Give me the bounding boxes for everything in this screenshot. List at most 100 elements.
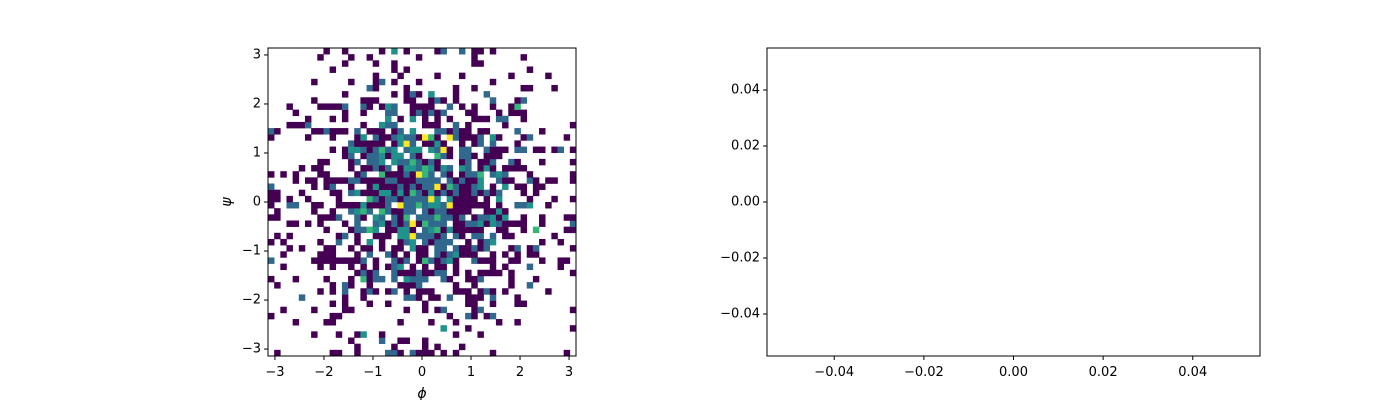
- heatmap-cell: [446, 171, 454, 178]
- histogram-x-tick-label: 0: [418, 365, 426, 380]
- heatmap-cell: [335, 232, 343, 240]
- heatmap-cell: [366, 158, 374, 166]
- heatmap-cell: [378, 195, 386, 203]
- heatmap-cell: [409, 245, 417, 252]
- heatmap-cell: [372, 128, 380, 135]
- heatmap-cell: [428, 269, 435, 277]
- heatmap-cell: [403, 66, 410, 73]
- heatmap-cell: [520, 214, 528, 221]
- heatmap-cell: [458, 195, 466, 203]
- heatmap-cell: [372, 72, 380, 80]
- heatmap-cell: [483, 312, 491, 320]
- heatmap-cell: [446, 275, 454, 283]
- heatmap-cell: [520, 115, 528, 123]
- heatmap-cell: [446, 214, 454, 221]
- heatmap-cell: [465, 171, 472, 178]
- heatmap-cell: [489, 214, 497, 221]
- heatmap-cell: [532, 275, 540, 283]
- heatmap-cell: [446, 312, 454, 320]
- histogram-y-tick-label: −1: [242, 244, 261, 259]
- heatmap-cell: [360, 97, 367, 104]
- heatmap-cell: [348, 275, 355, 283]
- heatmap-cell: [409, 202, 417, 209]
- heatmap-cell: [483, 146, 491, 154]
- empty-plot-y-tick-label: 0.02: [731, 139, 760, 154]
- heatmap-cell: [397, 189, 404, 197]
- histogram-x-tick-label: 3: [565, 365, 573, 380]
- heatmap-cell: [471, 189, 478, 197]
- heatmap-cell: [311, 331, 318, 338]
- heatmap-cell: [391, 288, 398, 295]
- heatmap-cell: [415, 275, 423, 283]
- heatmap-cell: [465, 177, 472, 184]
- heatmap-cell: [372, 257, 380, 264]
- heatmap-cell: [403, 91, 410, 98]
- heatmap-cell: [341, 282, 349, 289]
- heatmap-cell: [526, 66, 534, 73]
- heatmap-cell: [317, 171, 324, 178]
- heatmap-cell: [372, 134, 380, 141]
- heatmap-cell: [422, 257, 429, 264]
- heatmap-cell: [268, 189, 275, 197]
- heatmap-cell: [403, 208, 410, 215]
- heatmap-cell: [311, 97, 318, 104]
- heatmap-cell: [329, 128, 337, 135]
- heatmap-cell: [539, 158, 546, 166]
- heatmap-cell: [409, 275, 417, 283]
- heatmap-cell: [434, 214, 441, 221]
- heatmap-cell: [446, 115, 454, 123]
- histogram-x-tick-label: 1: [467, 365, 475, 380]
- heatmap-cell: [378, 238, 386, 246]
- heatmap-cell: [391, 128, 398, 135]
- heatmap-cell: [385, 232, 392, 240]
- heatmap-cell: [440, 146, 447, 154]
- empty-plot-x-tick-label: 0.04: [1178, 365, 1207, 380]
- heatmap-cell: [397, 263, 404, 271]
- heatmap-cell: [428, 121, 435, 129]
- heatmap-cell: [415, 54, 423, 61]
- heatmap-cell: [477, 331, 484, 338]
- heatmap-cell: [317, 238, 324, 246]
- empty-plot-x-ticks: −0.04 −0.02 0.00 0.02 0.04: [814, 356, 1207, 380]
- heatmap-cell: [483, 208, 491, 215]
- heatmap-cell: [348, 189, 355, 197]
- heatmap-cell: [452, 288, 460, 295]
- heatmap-cell: [440, 257, 447, 264]
- heatmap-cell: [385, 171, 392, 178]
- heatmap-cell: [434, 208, 441, 215]
- heatmap-cell: [422, 134, 429, 141]
- heatmap-cell: [409, 349, 417, 357]
- histogram-y-tick-label: 1: [253, 145, 261, 160]
- heatmap-cell: [557, 263, 564, 271]
- heatmap-cell: [403, 232, 410, 240]
- heatmap-cell: [385, 165, 392, 172]
- heatmap-cell: [477, 306, 484, 314]
- heatmap-cell: [471, 202, 478, 209]
- heatmap-cell: [489, 140, 497, 147]
- heatmap-cell: [366, 103, 374, 110]
- heatmap-cell: [341, 257, 349, 264]
- heatmap-cell: [514, 146, 521, 154]
- heatmap-cell: [452, 134, 460, 141]
- heatmap-cell: [341, 109, 349, 117]
- heatmap-cell: [495, 134, 503, 141]
- heatmap-cell: [458, 140, 466, 147]
- heatmap-cell: [502, 177, 509, 184]
- heatmap-cell: [495, 208, 503, 215]
- heatmap-cell: [428, 220, 435, 227]
- heatmap-cell: [366, 189, 374, 197]
- heatmap-cell: [366, 245, 374, 252]
- heatmap-cell: [415, 146, 423, 154]
- heatmap-cell: [471, 103, 478, 110]
- heatmap-cell: [495, 115, 503, 123]
- empty-plot-y-tick-label: 0.04: [731, 83, 760, 98]
- heatmap-cell: [440, 189, 447, 197]
- heatmap-cell: [403, 177, 410, 184]
- heatmap-cell: [489, 103, 497, 110]
- heatmap-cell: [446, 251, 454, 258]
- heatmap-cell: [304, 115, 312, 123]
- heatmap-cell: [268, 171, 275, 178]
- heatmap-cell: [354, 171, 361, 178]
- heatmap-cell: [563, 257, 571, 264]
- heatmap-cell: [397, 158, 404, 166]
